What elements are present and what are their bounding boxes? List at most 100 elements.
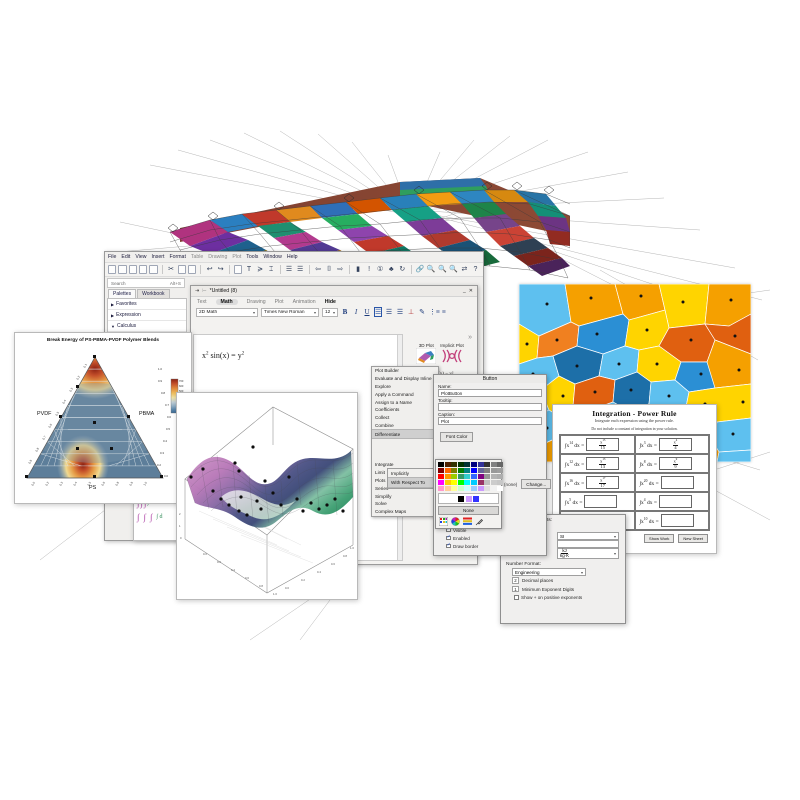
eyedropper-icon[interactable]: [475, 517, 484, 526]
color-swatch[interactable]: [451, 473, 458, 480]
color-swatch[interactable]: [470, 473, 477, 480]
menu-complex-maps[interactable]: Complex Maps: [375, 509, 407, 515]
menu-collect[interactable]: Collect: [375, 415, 390, 421]
menu-item-file[interactable]: File: [108, 254, 117, 260]
warning-icon[interactable]: !: [368, 266, 371, 273]
indent-icon[interactable]: ☰: [285, 266, 293, 273]
interrupt-icon[interactable]: ⇨: [337, 266, 344, 273]
draw-border-checkbox[interactable]: Draw border: [438, 542, 542, 550]
show-work-button[interactable]: Show Work: [644, 534, 675, 543]
menu-evaluate-inline[interactable]: Evaluate and Display Inline: [375, 376, 432, 382]
recent-color-swatch[interactable]: [458, 495, 464, 502]
implicit-plot-button[interactable]: Implicit Plot: [440, 343, 464, 369]
new-document-icon[interactable]: [108, 265, 117, 274]
save-document-icon[interactable]: [128, 265, 137, 274]
text-color-icon[interactable]: ⊥: [407, 308, 415, 316]
paste-icon[interactable]: [187, 265, 197, 274]
answer-input[interactable]: [660, 514, 694, 527]
close-button[interactable]: ✕: [468, 288, 473, 294]
color-swatch[interactable]: [464, 485, 471, 492]
caption-field[interactable]: Plot: [438, 417, 542, 425]
submenu-implicitly[interactable]: Implicitly: [391, 470, 409, 476]
decimal-places-stepper[interactable]: 2 Decimal places: [501, 576, 625, 585]
menu-differentiate[interactable]: Differentiate: [372, 429, 438, 440]
menu-solve[interactable]: Solve: [375, 501, 387, 507]
tab-math[interactable]: Math: [215, 299, 238, 305]
color-swatch[interactable]: [451, 479, 458, 486]
search-input[interactable]: Search Alt+S: [107, 278, 185, 288]
color-swatch[interactable]: [477, 479, 484, 486]
color-swatch[interactable]: [470, 467, 477, 474]
execute-group-icon[interactable]: ⇦: [315, 266, 321, 273]
answer-input[interactable]: x17 17: [586, 476, 620, 489]
menu-item-insert[interactable]: Insert: [151, 254, 165, 260]
menu-series[interactable]: Series: [375, 485, 389, 491]
color-swatch[interactable]: [457, 473, 464, 480]
color-swatch[interactable]: [490, 485, 497, 492]
print-icon[interactable]: [138, 265, 148, 274]
zoom-in-icon[interactable]: 🔍: [426, 266, 436, 273]
recent-color-swatch[interactable]: [465, 495, 472, 502]
color-swatch[interactable]: [497, 462, 504, 468]
color-swatch[interactable]: [451, 467, 458, 474]
menu-plot-builder[interactable]: Plot Builder: [375, 368, 399, 374]
cut-icon[interactable]: ✂: [168, 266, 174, 273]
tab-palettes[interactable]: Palettes: [108, 289, 137, 298]
integral-icon[interactable]: ∫: [137, 512, 140, 522]
menu-item-view[interactable]: View: [135, 254, 147, 260]
color-swatch[interactable]: [464, 479, 471, 486]
palette-section-calculus[interactable]: ▼ Calculus: [108, 321, 186, 332]
tab-plot[interactable]: Plot: [274, 299, 284, 305]
color-swatch[interactable]: [457, 462, 464, 468]
color-swatch[interactable]: [470, 479, 477, 486]
color-swatch[interactable]: [444, 462, 451, 468]
color-swatch[interactable]: [451, 485, 458, 492]
gradient-icon[interactable]: [463, 517, 472, 526]
tab-animation[interactable]: Animation: [292, 299, 316, 305]
color-swatch[interactable]: [470, 462, 477, 468]
color-swatch[interactable]: [477, 485, 484, 492]
number-format-select[interactable]: Engineering ▾: [512, 568, 586, 577]
color-swatch[interactable]: [438, 485, 444, 492]
menu-item-drawing[interactable]: Drawing: [208, 254, 228, 260]
font-color-button[interactable]: Font Color: [440, 431, 474, 442]
color-swatch[interactable]: [484, 467, 491, 474]
refresh-icon[interactable]: ↻: [399, 266, 406, 273]
decimal-places-value[interactable]: 2: [512, 577, 519, 584]
palette-section-expression[interactable]: ▶ Expression: [108, 310, 186, 321]
recent-color-swatch[interactable]: [473, 495, 479, 502]
color-wheel-icon[interactable]: [451, 517, 460, 527]
menu-item-help[interactable]: Help: [286, 254, 298, 260]
new-sheet-button[interactable]: New Sheet: [678, 534, 708, 543]
back-icon[interactable]: ⊢: [202, 288, 207, 294]
answer-input[interactable]: [658, 495, 692, 508]
insert-input-icon[interactable]: ≽: [257, 266, 263, 273]
palette-grid-icon[interactable]: [439, 517, 448, 527]
minimize-button[interactable]: _: [463, 288, 466, 294]
color-swatch[interactable]: [477, 467, 484, 474]
align-center-icon[interactable]: ☰: [385, 308, 393, 316]
integral-icon[interactable]: ∫: [149, 512, 153, 522]
color-swatch[interactable]: [451, 462, 458, 468]
tab-drawing[interactable]: Drawing: [246, 299, 266, 305]
color-swatch[interactable]: [457, 479, 464, 486]
answer-input[interactable]: [660, 476, 694, 489]
bold-button[interactable]: B: [342, 308, 348, 316]
color-swatch[interactable]: [464, 467, 471, 474]
color-swatch[interactable]: [457, 485, 464, 492]
numbered-list-icon[interactable]: ⋮≡: [429, 308, 440, 316]
menu-combine[interactable]: Combine: [375, 422, 394, 428]
color-swatch[interactable]: [490, 479, 497, 486]
enter-unit-field[interactable]: [557, 540, 619, 549]
menu-plots[interactable]: Plots: [375, 477, 386, 483]
menu-limit[interactable]: Limit: [375, 470, 385, 476]
math-expression[interactable]: x2 sin(x) = y2: [194, 335, 402, 360]
hyperlink-icon[interactable]: 🔗: [415, 266, 425, 273]
color-swatch[interactable]: [497, 479, 504, 486]
answer-input[interactable]: x4 4: [658, 438, 692, 451]
answer-input[interactable]: [584, 495, 618, 508]
italic-button[interactable]: I: [354, 308, 358, 316]
min-exponent-digits-stepper[interactable]: 1 Minimum Exponent Digits: [501, 585, 625, 594]
color-swatch[interactable]: [484, 485, 491, 492]
open-document-icon[interactable]: [118, 265, 127, 274]
